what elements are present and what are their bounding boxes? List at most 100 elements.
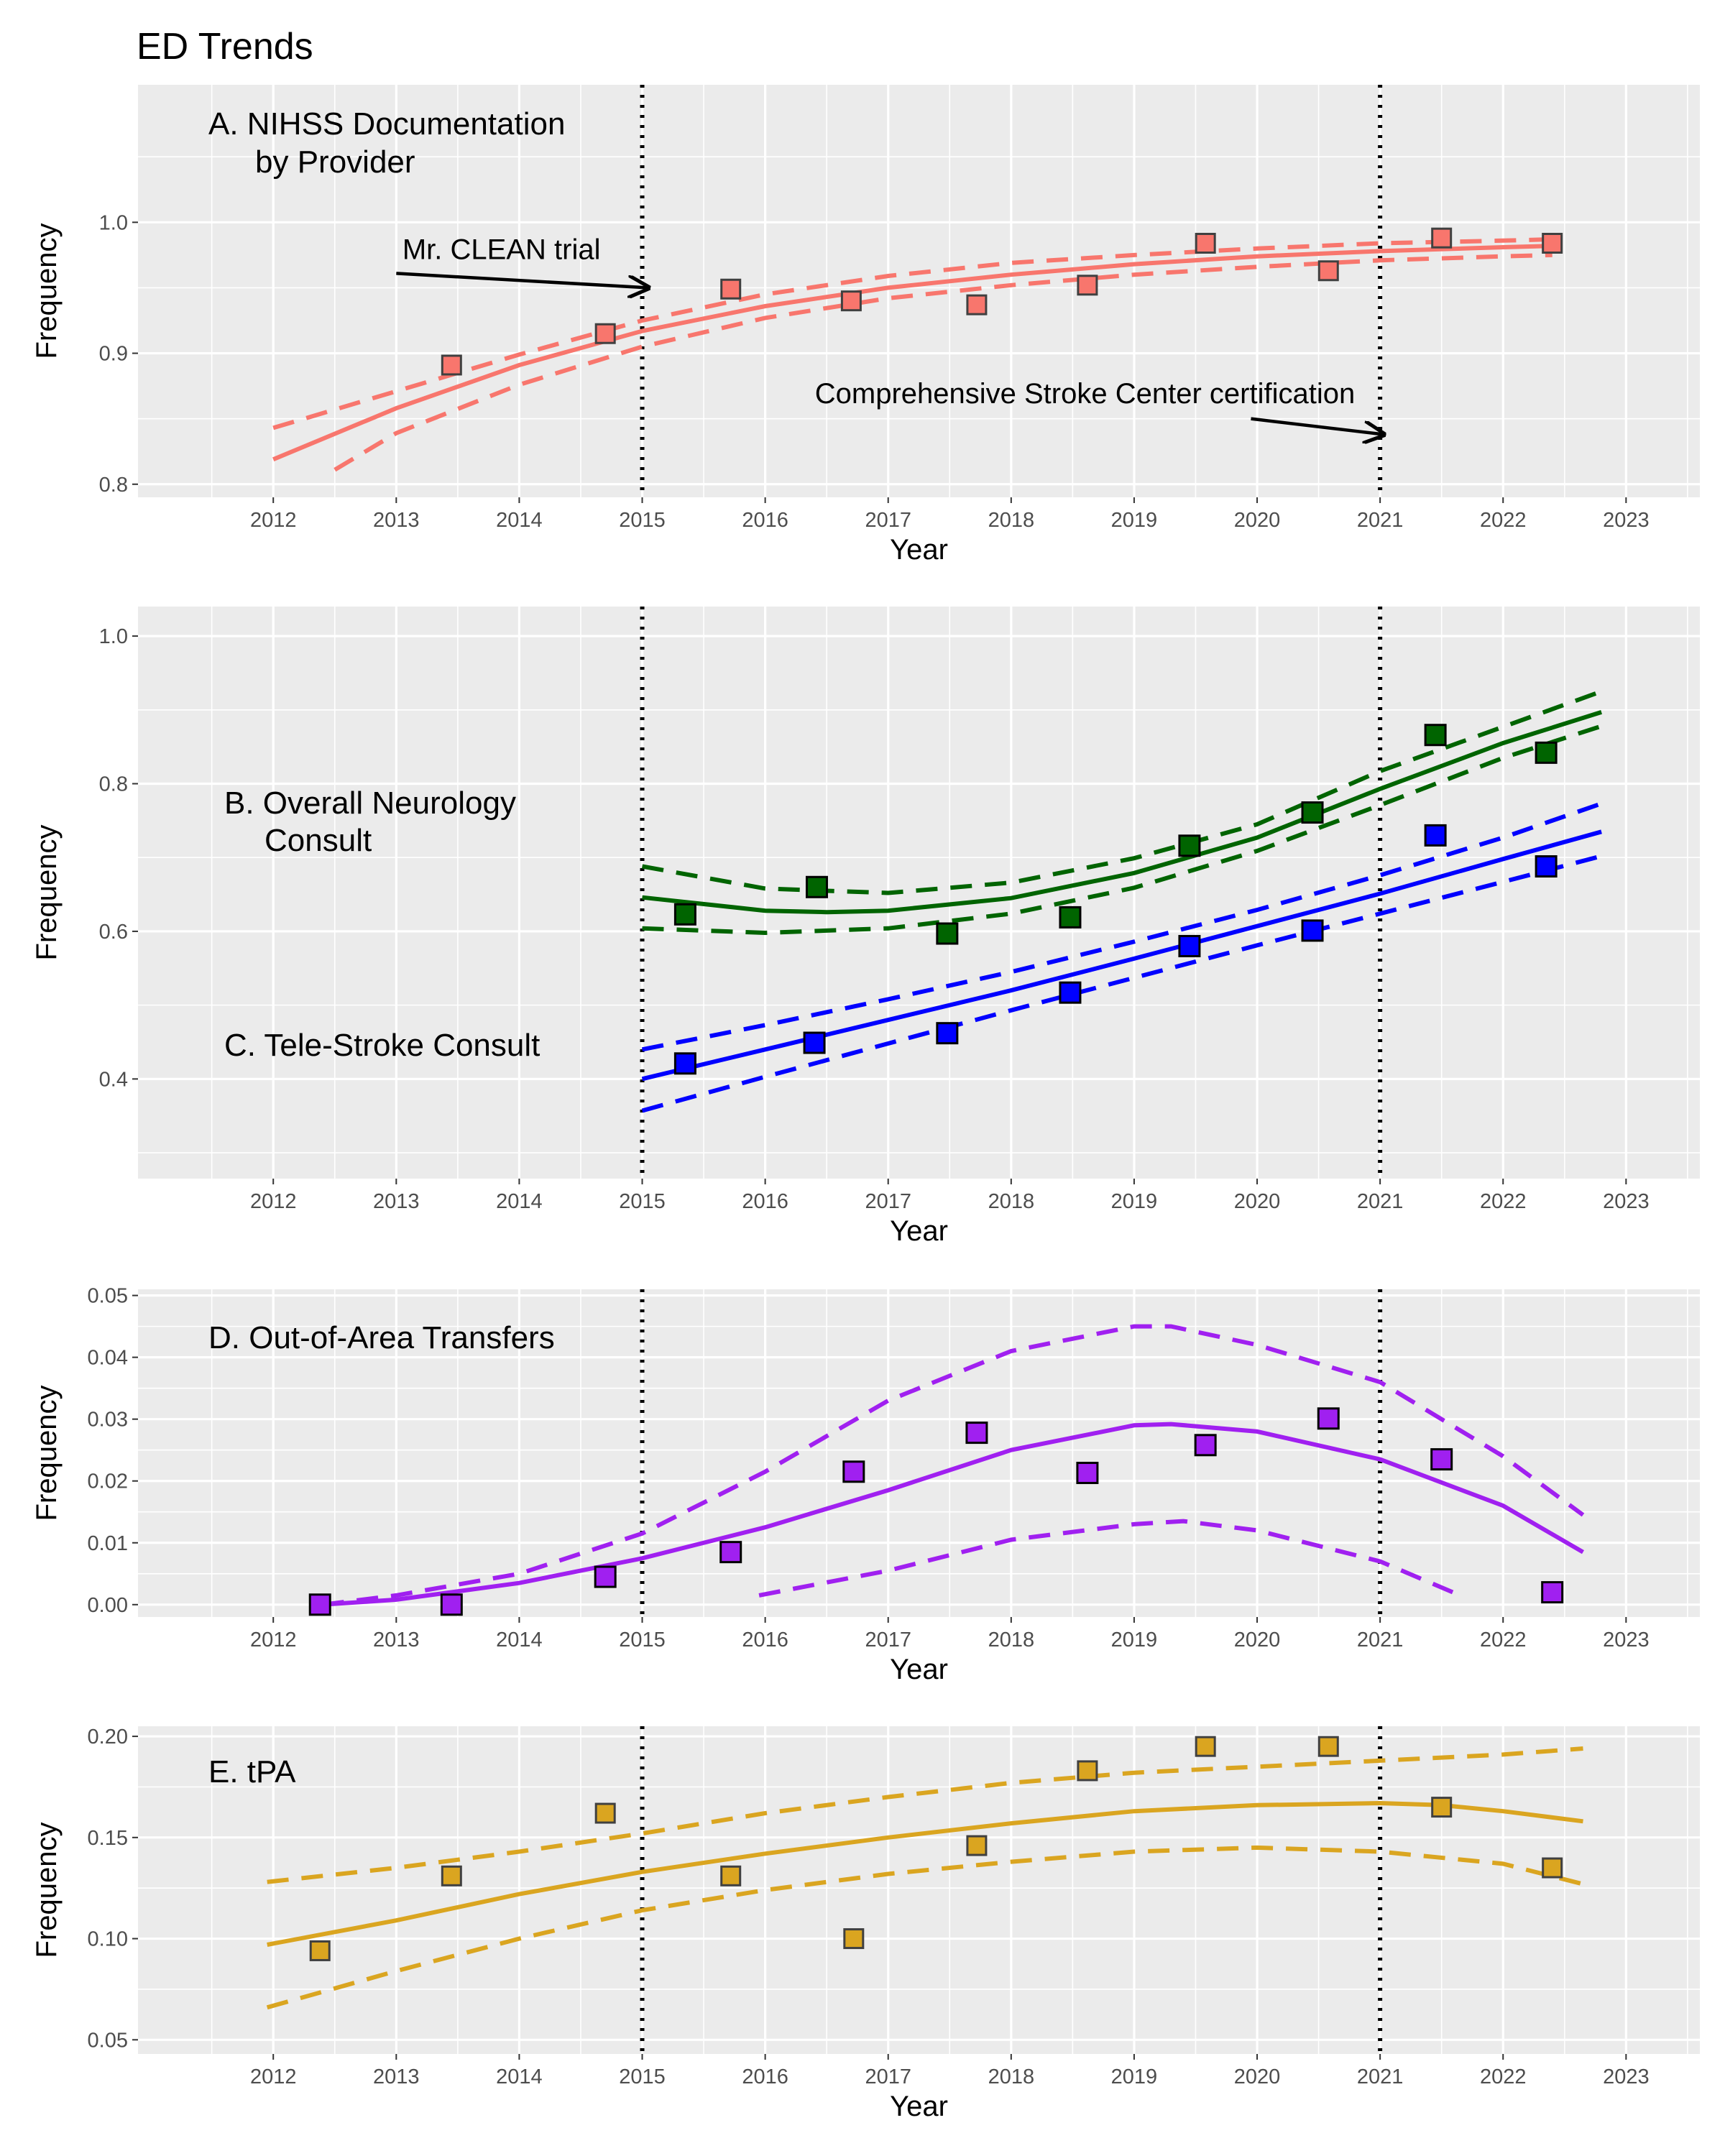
x-tick-label: 2018 xyxy=(988,1628,1035,1651)
data-point xyxy=(1178,934,1201,957)
ci-upper-line xyxy=(641,801,1603,1052)
x-tick-label: 2017 xyxy=(865,1190,911,1213)
x-tick-label: 2013 xyxy=(373,509,420,532)
x-tick-label: 2012 xyxy=(250,509,297,532)
data-point xyxy=(1430,1448,1453,1471)
y-tick-label: 0.00 xyxy=(88,1594,128,1617)
x-tick-label: 2021 xyxy=(1357,509,1404,532)
plot-background xyxy=(138,607,1700,1179)
data-point xyxy=(1424,724,1447,747)
data-point xyxy=(1059,906,1082,929)
x-tick-label: 2020 xyxy=(1234,2065,1281,2088)
x-tick-label: 2022 xyxy=(1480,509,1527,532)
data-point xyxy=(440,1593,463,1616)
panel-label: E. tPA xyxy=(208,1754,296,1789)
data-point xyxy=(936,922,959,945)
data-point xyxy=(842,1460,865,1483)
x-axis-label: Year xyxy=(890,1215,948,1247)
x-tick-label: 2019 xyxy=(1111,1628,1158,1651)
x-tick-label: 2015 xyxy=(619,2065,666,2088)
series-nihss-documentation xyxy=(272,227,1563,472)
data-point xyxy=(803,1031,826,1054)
data-point xyxy=(1178,834,1201,857)
x-tick-label: 2020 xyxy=(1234,1190,1281,1213)
panel-label: A. NIHSS Documentation xyxy=(208,106,565,142)
data-point xyxy=(805,875,828,898)
ci-upper-line xyxy=(322,1324,1585,1607)
ci-upper-line xyxy=(272,237,1552,430)
x-tick-label: 2016 xyxy=(742,1190,788,1213)
data-point xyxy=(1077,1760,1098,1782)
data-point xyxy=(1317,1736,1339,1757)
y-tick-label: 0.9 xyxy=(99,343,128,366)
x-tick-label: 2023 xyxy=(1603,1190,1650,1213)
data-point xyxy=(1077,275,1098,296)
x-axis-label: Year xyxy=(890,2091,948,2122)
data-point xyxy=(1317,260,1339,282)
data-point xyxy=(1431,1797,1453,1818)
data-point xyxy=(673,1052,696,1075)
annotation-label: Mr. CLEAN trial xyxy=(402,234,601,265)
x-tick-label: 2019 xyxy=(1111,1190,1158,1213)
panel-label: Consult xyxy=(264,823,372,858)
x-tick-label: 2019 xyxy=(1111,509,1158,532)
x-tick-label: 2016 xyxy=(742,509,788,532)
data-point xyxy=(1301,801,1324,824)
x-tick-label: 2015 xyxy=(619,1628,666,1651)
data-point xyxy=(1542,1857,1563,1879)
data-point xyxy=(966,294,988,315)
annotation-label: Comprehensive Stroke Center certificatio… xyxy=(815,378,1355,410)
x-tick-label: 2014 xyxy=(496,509,543,532)
x-tick-label: 2015 xyxy=(619,509,666,532)
data-point xyxy=(1059,981,1082,1004)
y-tick-label: 0.6 xyxy=(99,921,128,944)
y-tick-label: 0.02 xyxy=(88,1470,128,1493)
data-point xyxy=(673,903,696,926)
x-axis-label: Year xyxy=(890,534,948,566)
y-axis-label: Frequency xyxy=(31,1386,63,1521)
data-point xyxy=(966,1835,988,1856)
x-axis-label: Year xyxy=(890,1654,948,1685)
panel-label: D. Out-of-Area Transfers xyxy=(208,1320,555,1355)
data-point xyxy=(843,1928,865,1950)
x-tick-label: 2015 xyxy=(619,1190,666,1213)
x-tick-label: 2016 xyxy=(742,1628,788,1651)
data-point xyxy=(1195,232,1216,254)
plot-background xyxy=(138,1726,1700,2054)
x-tick-label: 2013 xyxy=(373,1190,420,1213)
ci-upper-line xyxy=(267,1746,1583,1884)
panel-label: by Provider xyxy=(255,144,415,180)
data-point xyxy=(1535,741,1558,764)
x-tick-label: 2021 xyxy=(1357,1628,1404,1651)
data-point xyxy=(308,1593,331,1616)
data-point xyxy=(1194,1434,1217,1457)
series-out-of-area-transfers xyxy=(308,1324,1585,1616)
x-tick-label: 2014 xyxy=(496,2065,543,2088)
y-axis-label: Frequency xyxy=(31,1823,63,1958)
fit-line xyxy=(642,710,1603,915)
x-tick-label: 2023 xyxy=(1603,2065,1650,2088)
y-tick-label: 0.05 xyxy=(88,1285,128,1308)
x-tick-label: 2013 xyxy=(373,1628,420,1651)
y-tick-label: 0.15 xyxy=(88,1827,128,1850)
data-point xyxy=(441,354,462,376)
x-tick-label: 2012 xyxy=(250,1190,297,1213)
panel-a: 2012 2013 2014 2015 2016 2017 2018 2019 2020 2021… xyxy=(31,85,1700,566)
x-tick-label: 2023 xyxy=(1603,1628,1650,1651)
y-tick-label: 0.05 xyxy=(88,2029,128,2052)
panel-bc: 2012 2013 2014 2015 2016 2017 2018 2019 2020 2021… xyxy=(31,607,1700,1247)
x-tick-label: 2018 xyxy=(988,2065,1035,2088)
data-point xyxy=(1076,1462,1099,1485)
annotation-arrow xyxy=(396,272,648,287)
data-point xyxy=(1535,855,1558,878)
data-point xyxy=(720,278,742,300)
data-point xyxy=(719,1541,742,1564)
x-tick-label: 2022 xyxy=(1480,2065,1527,2088)
x-tick-label: 2016 xyxy=(742,2065,788,2088)
x-tick-label: 2018 xyxy=(988,509,1035,532)
x-tick-label: 2021 xyxy=(1357,1190,1404,1213)
y-tick-label: 0.4 xyxy=(99,1068,128,1091)
data-point xyxy=(1541,1581,1564,1604)
x-tick-label: 2018 xyxy=(988,1190,1035,1213)
y-tick-label: 0.8 xyxy=(99,773,128,796)
